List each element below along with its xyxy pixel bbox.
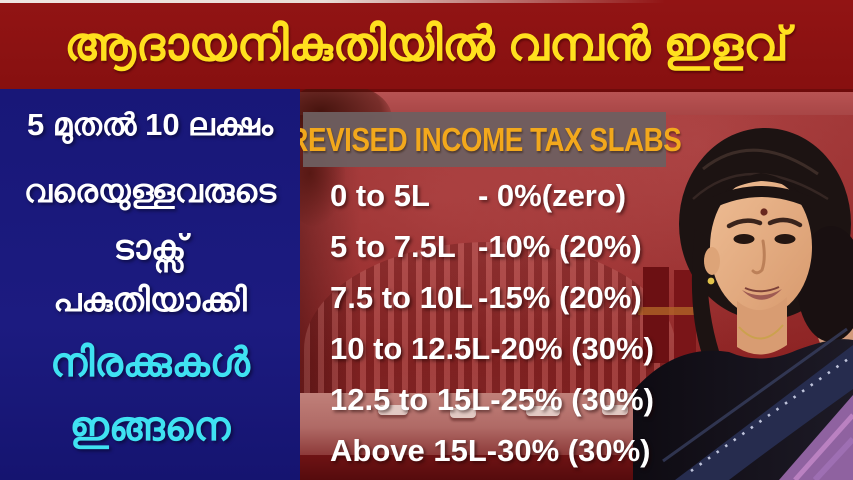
banner-title: ആദായനികുതിയിൽ വമ്പൻ ഇളവ് [64, 17, 789, 70]
slab-rate: -25% (30%) [490, 381, 654, 417]
slab-rate: -10% (20%) [478, 228, 642, 264]
panel-line-5: നിരക്കുകൾ [50, 341, 250, 385]
earring [707, 277, 715, 285]
purple-blouse [779, 395, 853, 480]
slab-row-2: 5 to 7.5L -10% (20%) [330, 221, 654, 272]
slab-row-1: 0 to 5L - 0%(zero) [330, 170, 654, 221]
slab-range: 7.5 to 10L [330, 279, 473, 315]
car-shape [378, 405, 408, 415]
finance-minister-portrait-illustration [633, 128, 853, 480]
slab-header-title: REVISED INCOME TAX SLABS [300, 120, 681, 158]
saree [633, 327, 853, 480]
slab-range: 10 to 12.5L [330, 330, 491, 366]
panel-line-2: വരെയുള്ളവരുടെ [24, 173, 276, 209]
ear [704, 247, 720, 275]
eye-right [774, 234, 796, 244]
panel-line-6: ഇങ്ങനെ [69, 405, 231, 449]
slab-row-4: 10 to 12.5L -20% (30%) [330, 323, 654, 374]
wall-top-band [300, 89, 853, 115]
tax-slab-list: 0 to 5L - 0%(zero) 5 to 7.5L -10% (20%) … [330, 170, 654, 476]
car-shape [602, 405, 628, 415]
panel-line-4: പകുതിയാക്കി [53, 281, 247, 318]
left-text-panel: 5 മുതൽ 10 ലക്ഷം വരെയുള്ളവരുടെ ടാക്സ് പകു… [0, 89, 300, 480]
slab-range: 5 to 7.5L [330, 228, 456, 264]
car-shape [450, 408, 476, 418]
doorway-shadow [643, 267, 669, 363]
slab-row-5: 12.5 to 15L -25% (30%) [330, 374, 654, 425]
slab-header-band: REVISED INCOME TAX SLABS [300, 112, 681, 167]
parliament-building-illustration [304, 242, 676, 417]
eye-left [733, 234, 755, 244]
panel-line-3: ടാക്സ് [113, 229, 187, 267]
slab-range: 12.5 to 15L [330, 381, 491, 417]
neck [737, 297, 787, 355]
slab-rate: -15% (20%) [478, 279, 642, 315]
face [704, 173, 812, 316]
slab-row-6: Above 15L -30% (30%) [330, 425, 654, 476]
doorway-shadow-2 [674, 270, 696, 360]
slab-range: 0 to 5L [330, 177, 430, 213]
slab-row-3: 7.5 to 10L -15% (20%) [330, 272, 654, 323]
slab-range: Above 15L [330, 432, 487, 468]
bindi [760, 208, 768, 216]
slab-rate: -30% (30%) [486, 432, 651, 468]
gate-bar [638, 307, 700, 315]
slab-rate: - 0%(zero) [478, 177, 627, 213]
panel-line-1: 5 മുതൽ 10 ലക്ഷം [27, 107, 273, 142]
top-banner: ആദായനികുതിയിൽ വമ്പൻ ഇളവ് [0, 0, 853, 89]
car-shape [526, 406, 560, 416]
illustration-area: REVISED INCOME TAX SLABS 0 to 5L - 0%(ze… [300, 89, 853, 480]
slab-rate: -20% (30%) [490, 330, 654, 366]
